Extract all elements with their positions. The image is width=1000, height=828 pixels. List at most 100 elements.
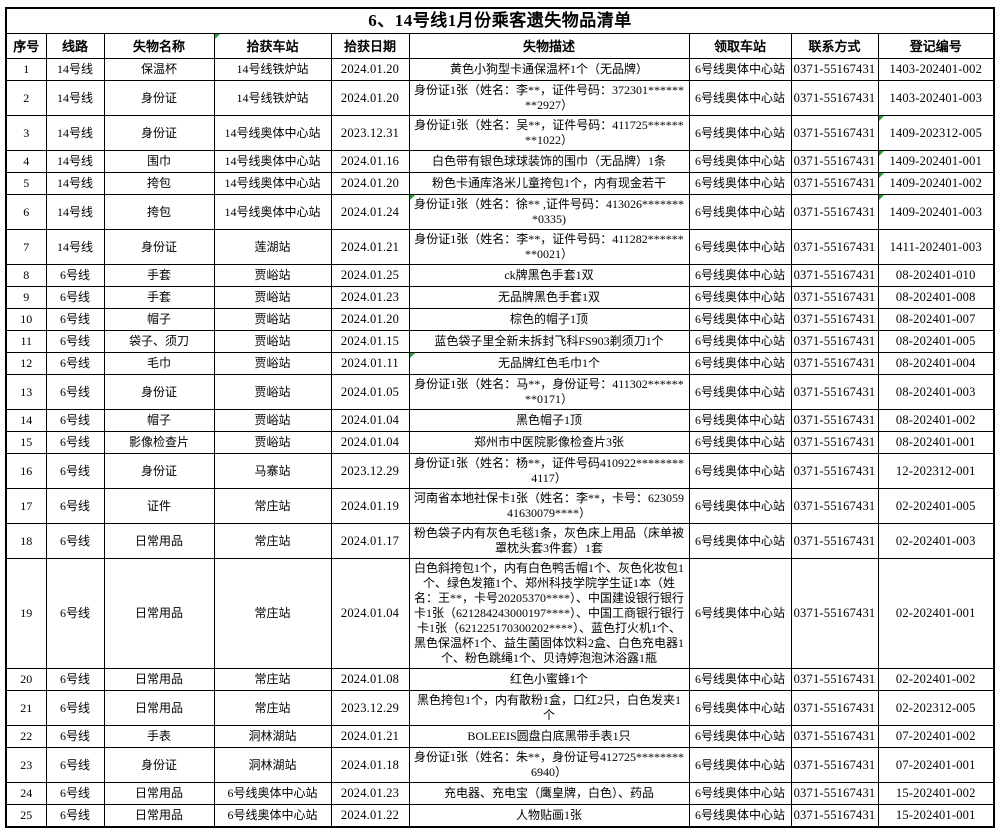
cell-pickup-station-text: 6号线奥体中心站	[694, 154, 785, 168]
cell-registration-no: 08-202401-003	[877, 374, 995, 410]
cell-found-date: 2024.01.21	[330, 725, 410, 748]
cell-found-station-text: 贾峪站	[254, 312, 291, 326]
cell-found-date: 2024.01.18	[330, 747, 410, 783]
cell-registration-no-text: 07-202401-002	[895, 729, 976, 743]
cell-item-name: 手套	[103, 286, 215, 309]
cell-found-date-text: 2024.01.23	[340, 786, 400, 800]
cell-serial: 4	[5, 150, 47, 173]
cell-found-station-text: 贾峪站	[254, 384, 291, 399]
cell-registration-no-text: 07-202401-001	[895, 757, 976, 772]
cell-found-station-text: 常庄站	[254, 672, 291, 686]
cell-found-station: 常庄站	[213, 488, 332, 524]
cell-serial-text: 15	[20, 435, 33, 449]
cell-registration-no: 02-202401-005	[877, 488, 995, 524]
cell-found-station-text: 莲湖站	[254, 239, 291, 254]
table-row: 7 14号线 身份证 莲湖站 2024.01.21 身份证1张（姓名：李**，证件号码：4…	[5, 229, 995, 265]
cell-pickup-station-text: 6号线奥体中心站	[694, 356, 785, 370]
cell-serial: 5	[5, 172, 47, 195]
cell-registration-no: 1403-202401-003	[877, 80, 995, 116]
cell-contact: 0371-55167431	[790, 453, 879, 489]
cell-found-date-text: 2024.01.16	[340, 154, 400, 168]
cell-line: 6号线	[45, 330, 105, 353]
cell-serial-text: 12	[20, 356, 33, 370]
cell-registration-no: 1409-202401-001	[877, 150, 995, 173]
cell-description: 白色斜挎包1个，内有白色鸭舌帽1个、灰色化妆包1个、绿色发箍1个、郑州科技学院学…	[408, 558, 690, 669]
cell-found-station-text: 洞林湖站	[248, 757, 297, 772]
cell-description: 白色带有银色球球装饰的围巾（无品牌）1条	[408, 150, 690, 173]
cell-found-date-text: 2024.01.21	[340, 729, 400, 743]
cell-pickup-station: 6号线奥体中心站	[688, 409, 792, 432]
cell-serial-text: 19	[20, 606, 33, 620]
cell-contact-text: 0371-55167431	[793, 672, 876, 686]
cell-item-name-text: 日常用品	[134, 672, 183, 686]
cell-serial: 16	[5, 453, 47, 489]
cell-description-text: 郑州市中医院影像检查片3张	[473, 435, 624, 449]
cell-item-name: 身份证	[103, 229, 215, 265]
cell-found-station: 贾峪站	[213, 264, 332, 287]
error-indicator-icon	[879, 173, 884, 178]
cell-found-station: 常庄站	[213, 523, 332, 559]
cell-item-name-text: 日常用品	[134, 533, 183, 548]
cell-pickup-station-text: 6号线奥体中心站	[694, 463, 785, 478]
cell-found-station-text: 贾峪站	[254, 356, 291, 370]
cell-pickup-station: 6号线奥体中心站	[688, 286, 792, 309]
cell-found-date: 2024.01.24	[330, 194, 410, 230]
cell-item-name: 袋子、须刀	[103, 330, 215, 353]
cell-found-date: 2024.01.04	[330, 431, 410, 454]
cell-serial: 14	[5, 409, 47, 432]
table-row: 3 14号线 身份证 14号线奥体中心站 2023.12.31 身份证1张（姓名：吴**，…	[5, 115, 995, 151]
cell-contact: 0371-55167431	[790, 330, 879, 353]
cell-pickup-station: 6号线奥体中心站	[688, 374, 792, 410]
table-row: 1 14号线 保温杯 14号线铁炉站 2024.01.20 黄色小狗型卡通保温杯1个（无品…	[5, 58, 995, 81]
cell-description-text: 充电器、充电宝（鹰皇牌，白色）、药品	[443, 786, 654, 800]
cell-found-date-text: 2024.01.04	[340, 435, 400, 449]
cell-item-name-text: 日常用品	[134, 786, 183, 800]
table-row: 20 6号线 日常用品 常庄站 2024.01.08 红色小蜜蜂1个 6号线奥体中心站 037…	[5, 668, 995, 691]
error-indicator-icon	[410, 353, 415, 358]
cell-found-station: 贾峪站	[213, 431, 332, 454]
cell-found-date-text: 2024.01.20	[340, 62, 400, 76]
cell-pickup-station-text: 6号线奥体中心站	[694, 334, 785, 348]
cell-item-name: 日常用品	[103, 804, 215, 828]
cell-found-date: 2023.12.29	[330, 453, 410, 489]
cell-item-name-text: 证件	[146, 498, 171, 513]
cell-registration-no: 08-202401-008	[877, 286, 995, 309]
table-row: 18 6号线 日常用品 常庄站 2024.01.17 粉色袋子内有灰色毛毯1条，灰色床上用…	[5, 523, 995, 559]
cell-pickup-station: 6号线奥体中心站	[688, 804, 792, 828]
cell-pickup-station-text: 6号线奥体中心站	[694, 125, 785, 140]
cell-contact-text: 0371-55167431	[793, 729, 876, 743]
cell-line-text: 6号线	[59, 757, 90, 772]
cell-found-date-text: 2024.01.20	[340, 312, 400, 326]
cell-description-text: 河南省本地社保卡1张（姓名：李**，卡号：62305941630079****）	[413, 491, 684, 520]
cell-registration-no-text: 08-202401-007	[895, 312, 976, 326]
cell-item-name: 帽子	[103, 308, 215, 331]
cell-contact-text: 0371-55167431	[793, 606, 876, 620]
cell-contact-text: 0371-55167431	[793, 239, 876, 254]
cell-registration-no: 02-202401-002	[877, 668, 995, 691]
table-row: 15 6号线 影像检查片 贾峪站 2024.01.04 郑州市中医院影像检查片3张 6号线奥…	[5, 431, 995, 454]
cell-line: 14号线	[45, 115, 105, 151]
cell-description-text: 白色带有银色球球装饰的围巾（无品牌）1条	[431, 154, 666, 168]
cell-serial-text: 13	[20, 384, 33, 399]
cell-item-name: 身份证	[103, 453, 215, 489]
cell-pickup-station: 6号线奥体中心站	[688, 523, 792, 559]
cell-serial: 24	[5, 782, 47, 805]
cell-found-station-text: 14号线奥体中心站	[224, 154, 321, 168]
cell-found-station: 洞林湖站	[213, 725, 332, 748]
cell-serial: 19	[5, 558, 47, 669]
cell-item-name-text: 手表	[146, 729, 171, 743]
cell-item-name-text: 挎包	[146, 176, 171, 190]
cell-registration-no-text: 1409-202401-003	[889, 204, 983, 219]
cell-registration-no-text: 12-202312-001	[895, 463, 976, 478]
cell-found-station-text: 贾峪站	[254, 413, 291, 427]
cell-line-text: 6号线	[59, 356, 90, 370]
cell-registration-no-text: 15-202401-001	[895, 808, 976, 822]
cell-line: 6号线	[45, 488, 105, 524]
cell-found-date-text: 2023.12.29	[340, 463, 400, 478]
cell-line-text: 6号线	[59, 786, 90, 800]
cell-description: 蓝色袋子里全新未拆封飞科FS903剃须刀1个	[408, 330, 690, 353]
cell-serial-text: 22	[20, 729, 33, 743]
cell-line: 6号线	[45, 374, 105, 410]
cell-registration-no-text: 02-202312-005	[895, 700, 976, 715]
cell-item-name: 手套	[103, 264, 215, 287]
